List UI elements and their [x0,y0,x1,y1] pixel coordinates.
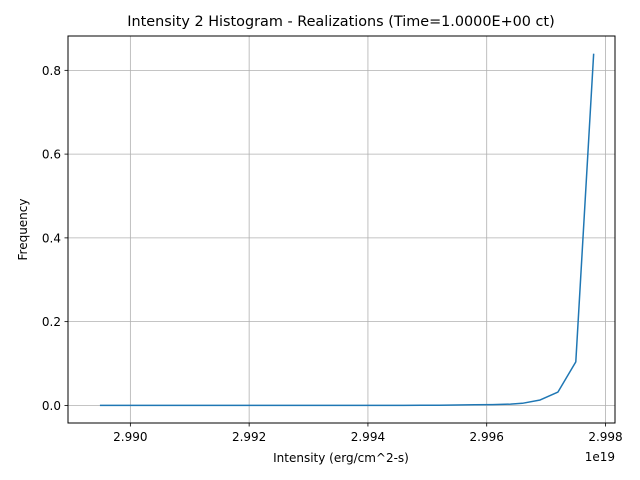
y-tick-label: 0.8 [42,64,61,78]
y-tick-label: 0.0 [42,399,61,413]
series-line [99,53,595,407]
x-axis-label: Intensity (erg/cm^2-s) [273,451,409,465]
y-tick-label: 0.4 [42,231,61,245]
y-axis-label: Frequency [16,199,30,261]
series-layer [99,53,595,407]
x-tick-label: 2.998 [588,430,622,444]
plot-frame [67,35,616,424]
x-tick-label: 2.996 [470,430,504,444]
y-axis: 0.0 0.2 0.4 0.6 0.8 [42,64,68,413]
x-tick-label: 2.992 [232,430,266,444]
x-axis: 2.990 2.992 2.994 2.996 2.998 [113,423,623,444]
y-tick-label: 0.2 [42,315,61,329]
chart-title: Intensity 2 Histogram - Realizations (Ti… [127,14,554,30]
x-tick-label: 2.990 [113,430,147,444]
x-tick-label: 2.994 [351,430,385,444]
y-tick-label: 0.6 [42,148,61,162]
x-axis-offset-label: 1e19 [585,450,615,464]
